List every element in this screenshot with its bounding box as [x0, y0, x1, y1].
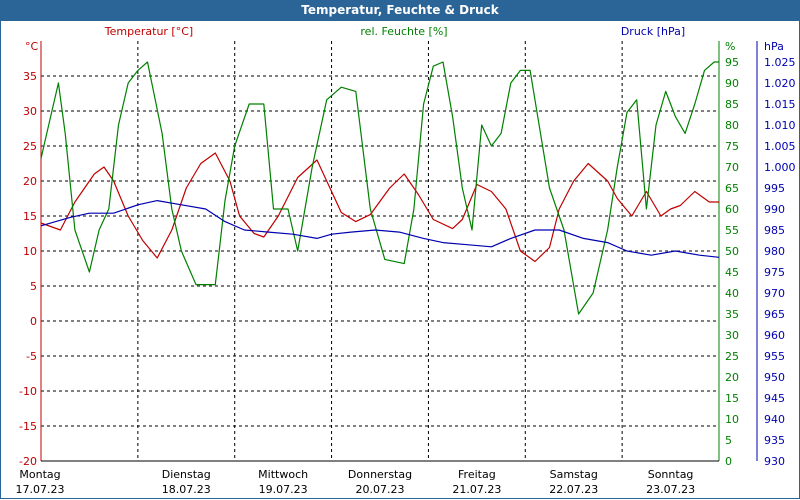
- humidity-tick-label: 40: [725, 287, 739, 300]
- humidity-tick-label: 25: [725, 350, 739, 363]
- pressure-tick-label: 1.025: [764, 56, 796, 69]
- temperature-tick-label: 5: [30, 280, 37, 293]
- x-day-date-label: 22.07.23: [549, 483, 598, 496]
- temperature-tick-label: 30: [23, 105, 37, 118]
- temperature-tick-label: 15: [23, 210, 37, 223]
- pressure-tick-label: 935: [764, 434, 785, 447]
- humidity-tick-label: 55: [725, 224, 739, 237]
- pressure-tick-label: 950: [764, 371, 785, 384]
- humidity-tick-label: 95: [725, 56, 739, 69]
- x-day-name-label: Donnerstag: [348, 468, 412, 481]
- humidity-unit-label: %: [725, 40, 735, 53]
- pressure-tick-label: 955: [764, 350, 785, 363]
- pressure-tick-label: 930: [764, 455, 785, 468]
- pressure-tick-label: 945: [764, 392, 785, 405]
- humidity-tick-label: 0: [725, 455, 732, 468]
- temperature-axis-title: Temperatur [°C]: [104, 25, 193, 38]
- chart-svg: -20 -15 -10 -5 0 5 10 15 20 25 30 35 0 5 10 15 20 25 30 35 4…: [16, 25, 796, 496]
- temperature-tick-label: 25: [23, 140, 37, 153]
- pressure-tick-label: 990: [764, 203, 785, 216]
- pressure-tick-label: 965: [764, 308, 785, 321]
- x-day-date-label: 18.07.23: [162, 483, 211, 496]
- humidity-tick-label: 70: [725, 161, 739, 174]
- pressure-tick-label: 975: [764, 266, 785, 279]
- x-day-date-label: 20.07.23: [356, 483, 405, 496]
- humidity-axis-title: rel. Feuchte [%]: [360, 25, 447, 38]
- humidity-tick-label: 85: [725, 98, 739, 111]
- x-day-name-label: Mittwoch: [258, 468, 308, 481]
- pressure-tick-label: 960: [764, 329, 785, 342]
- pressure-tick-label: 980: [764, 245, 785, 258]
- temperature-tick-label: -5: [26, 350, 37, 363]
- temperature-tick-label: 35: [23, 70, 37, 83]
- temperature-tick-label: 20: [23, 175, 37, 188]
- pressure-tick-label: 940: [764, 413, 785, 426]
- humidity-tick-label: 45: [725, 266, 739, 279]
- temperature-tick-label: -15: [19, 420, 37, 433]
- pressure-axis-title: Druck [hPa]: [621, 25, 685, 38]
- humidity-tick-label: 80: [725, 119, 739, 132]
- x-day-name-label: Freitag: [458, 468, 496, 481]
- pressure-tick-label: 1.015: [764, 98, 796, 111]
- x-day-name-label: Sonntag: [648, 468, 694, 481]
- pressure-unit-label: hPa: [764, 40, 784, 53]
- series-line-temperature: [40, 152, 719, 263]
- pressure-tick-label: 1.020: [764, 77, 796, 90]
- humidity-tick-label: 30: [725, 329, 739, 342]
- x-day-name-label: Montag: [19, 468, 60, 481]
- pressure-tick-label: 1.005: [764, 140, 796, 153]
- humidity-tick-label: 20: [725, 371, 739, 384]
- pressure-tick-label: 985: [764, 224, 785, 237]
- humidity-tick-label: 90: [725, 77, 739, 90]
- pressure-tick-label: 1.000: [764, 161, 796, 174]
- series-line-humidity: [40, 61, 719, 315]
- temperature-tick-label: -10: [19, 385, 37, 398]
- humidity-tick-label: 15: [725, 392, 739, 405]
- pressure-tick-label: 970: [764, 287, 785, 300]
- x-day-date-label: 21.07.23: [452, 483, 501, 496]
- humidity-tick-label: 50: [725, 245, 739, 258]
- chart-frame: -20 -15 -10 -5 0 5 10 15 20 25 30 35 0 5 10 15 20 25 30 35 4…: [0, 21, 800, 499]
- x-day-date-label: 19.07.23: [259, 483, 308, 496]
- temperature-tick-label: 10: [23, 245, 37, 258]
- temperature-tick-label: 0: [30, 315, 37, 328]
- humidity-tick-label: 35: [725, 308, 739, 321]
- pressure-tick-label: 995: [764, 182, 785, 195]
- temperature-unit-label: °C: [25, 40, 39, 53]
- humidity-tick-label: 60: [725, 203, 739, 216]
- temperature-tick-label: -20: [19, 455, 37, 468]
- humidity-tick-label: 75: [725, 140, 739, 153]
- humidity-tick-label: 10: [725, 413, 739, 426]
- x-day-date-label: 23.07.23: [646, 483, 695, 496]
- chart-title: Temperatur, Feuchte & Druck: [0, 0, 800, 21]
- x-day-name-label: Samstag: [550, 468, 598, 481]
- x-day-name-label: Dienstag: [162, 468, 211, 481]
- humidity-tick-label: 5: [725, 434, 732, 447]
- x-day-date-label: 17.07.23: [16, 483, 65, 496]
- humidity-tick-label: 65: [725, 182, 739, 195]
- series-line-pressure: [40, 200, 720, 258]
- pressure-tick-label: 1.010: [764, 119, 796, 132]
